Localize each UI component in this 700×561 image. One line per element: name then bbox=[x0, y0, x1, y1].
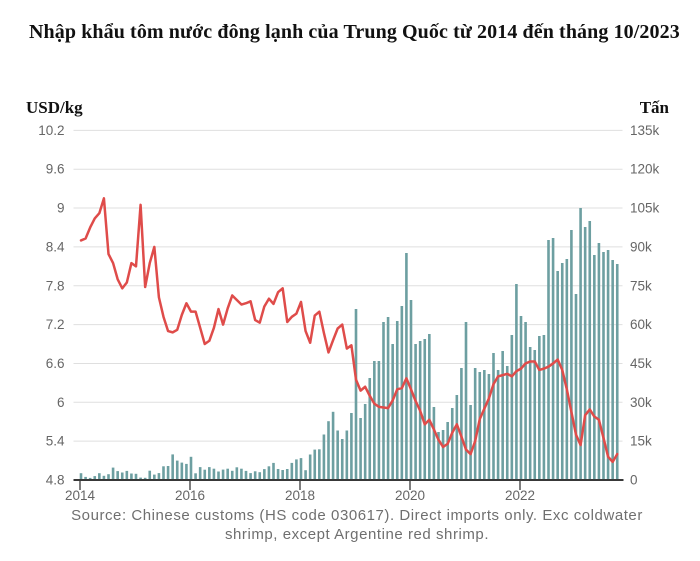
svg-text:90k: 90k bbox=[630, 239, 652, 254]
svg-text:2014: 2014 bbox=[65, 488, 96, 503]
svg-text:2016: 2016 bbox=[175, 488, 205, 503]
svg-text:8.4: 8.4 bbox=[46, 239, 65, 254]
svg-text:120k: 120k bbox=[630, 162, 660, 177]
svg-text:15k: 15k bbox=[630, 434, 652, 449]
svg-text:0: 0 bbox=[630, 473, 638, 488]
svg-text:2020: 2020 bbox=[395, 488, 425, 503]
svg-text:75k: 75k bbox=[630, 278, 652, 293]
svg-text:6: 6 bbox=[57, 395, 65, 410]
svg-text:2022: 2022 bbox=[505, 488, 535, 503]
svg-text:6.6: 6.6 bbox=[46, 356, 65, 371]
svg-text:60k: 60k bbox=[630, 317, 652, 332]
svg-text:4.8: 4.8 bbox=[46, 473, 65, 488]
svg-text:10.2: 10.2 bbox=[38, 123, 64, 138]
svg-text:7.8: 7.8 bbox=[46, 278, 65, 293]
svg-text:9.6: 9.6 bbox=[46, 162, 65, 177]
svg-text:7.2: 7.2 bbox=[46, 317, 65, 332]
svg-text:105k: 105k bbox=[630, 201, 660, 216]
svg-text:45k: 45k bbox=[630, 356, 652, 371]
svg-text:135k: 135k bbox=[630, 123, 660, 138]
svg-text:9: 9 bbox=[57, 201, 65, 216]
svg-text:30k: 30k bbox=[630, 395, 652, 410]
svg-text:5.4: 5.4 bbox=[46, 434, 65, 449]
svg-text:2018: 2018 bbox=[285, 488, 315, 503]
